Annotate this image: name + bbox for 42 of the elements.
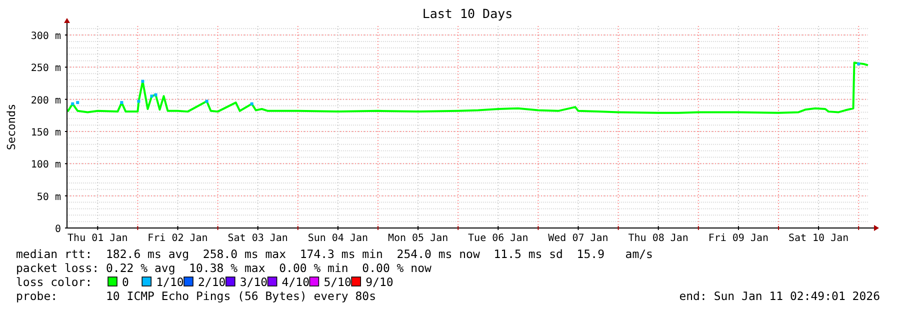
point xyxy=(137,100,140,103)
x-tick-label: Sat 10 Jan xyxy=(788,233,849,244)
text: end: Sun Jan 11 02:49:01 2026 xyxy=(679,289,880,303)
legend-label: 5/10 xyxy=(324,275,352,289)
x-tick-label: Sun 04 Jan xyxy=(308,233,368,244)
legend-label: 3/10 xyxy=(240,275,268,289)
chart-title: Last 10 Days xyxy=(422,6,513,21)
point xyxy=(150,94,154,98)
text: packet loss: 0.22 % avg 10.38 % max 0.00 % min 0.00 % now xyxy=(16,261,432,275)
point xyxy=(141,80,144,83)
y-tick-label: 100 m xyxy=(30,160,61,171)
text: median rtt: 182.6 ms avg 258.0 ms max 174.3 ms min 254.0 ms now 11.5 ms sd 15.9 am/s xyxy=(16,247,653,261)
text: probe: 10 ICMP Echo Pings (56 Bytes) every 80s xyxy=(16,289,376,303)
x-tick-label: Wed 07 Jan xyxy=(548,233,608,244)
line-series xyxy=(66,62,869,114)
point xyxy=(250,102,254,106)
point xyxy=(205,100,208,103)
point xyxy=(71,102,74,106)
legend-label: 9/10 xyxy=(366,275,394,289)
x-tick-label: Sat 03 Jan xyxy=(228,233,288,244)
y-tick-label: 200 m xyxy=(30,95,61,106)
legend-label: 1/10 xyxy=(156,275,184,289)
y-tick-label: 0 xyxy=(54,224,61,235)
legend-title: loss color: xyxy=(16,275,92,289)
y-tick-label: 300 m xyxy=(30,31,61,42)
x-tick-label: Thu 01 Jan xyxy=(68,233,128,244)
x-tick-label: Thu 08 Jan xyxy=(628,233,688,244)
y-axis-title: Seconds xyxy=(5,104,18,150)
y-tick-label: 50 m xyxy=(36,192,61,203)
point xyxy=(120,101,124,104)
legend-label: 0 xyxy=(122,275,129,289)
x-tick-label: Fri 09 Jan xyxy=(708,233,769,244)
point xyxy=(154,93,158,96)
legend-label: 4/10 xyxy=(282,275,310,289)
x-tick-label: Fri 02 Jan xyxy=(148,233,208,244)
y-tick-label: 150 m xyxy=(30,128,61,139)
x-tick-label: Tue 06 Jan xyxy=(468,233,528,244)
point xyxy=(76,101,80,104)
y-tick-label: 250 m xyxy=(30,63,61,74)
legend-label: 2/10 xyxy=(198,275,226,289)
point xyxy=(857,62,860,66)
x-tick-label: Mon 05 Jan xyxy=(388,233,448,244)
